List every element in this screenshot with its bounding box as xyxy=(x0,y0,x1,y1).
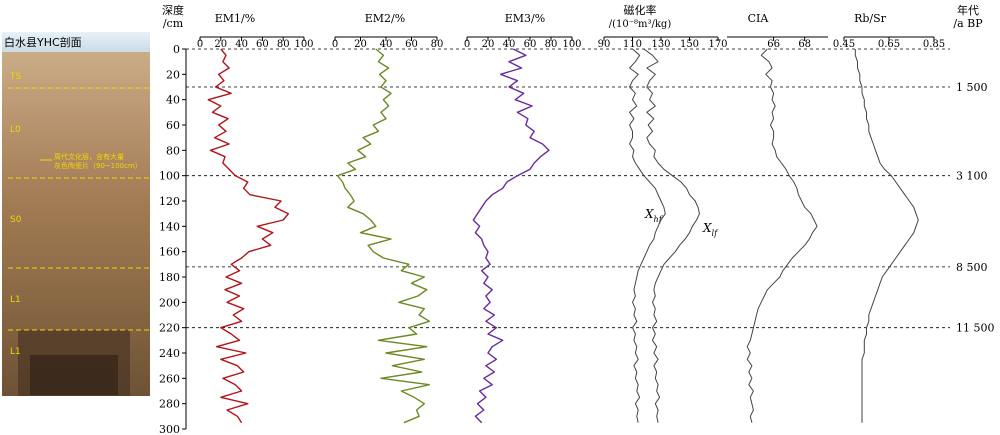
depth-axis-label-line2: /cm xyxy=(163,17,184,30)
sus-series-line-0 xyxy=(629,48,666,423)
age-label: 8 500 xyxy=(956,261,988,274)
sus-tick-label: 170 xyxy=(708,39,727,50)
sus-tick-label: 110 xyxy=(623,39,642,50)
em3-tick-label: 60 xyxy=(524,39,537,50)
depth-tick-label: 120 xyxy=(159,195,180,208)
sus-series-line-1 xyxy=(643,48,700,423)
age-label: 3 100 xyxy=(956,170,988,183)
depth-tick-label: 20 xyxy=(166,68,180,81)
xlf-label: Xlf xyxy=(702,221,719,238)
depth-tick-label: 40 xyxy=(166,94,180,107)
em2-tick-label: 80 xyxy=(431,39,444,50)
em2-series-line xyxy=(336,48,431,424)
cia-title: CIA xyxy=(748,12,770,25)
em1-title: EM1/% xyxy=(215,12,255,25)
cia-tick-label: 68 xyxy=(798,39,811,50)
em2-tick-label: 40 xyxy=(380,39,393,50)
em2-tick-label: 60 xyxy=(405,39,418,50)
depth-tick-label: 280 xyxy=(159,398,180,411)
em3-tick-label: 20 xyxy=(482,39,495,50)
layer-label-l1a: L1 xyxy=(10,295,21,305)
rbsr-tick-label: 0.65 xyxy=(878,39,900,50)
em3-tick-label: 80 xyxy=(545,39,558,50)
em1-tick-label: 0 xyxy=(197,39,203,50)
depth-tick-label: 220 xyxy=(159,322,180,335)
depth-tick-label: 260 xyxy=(159,372,180,385)
em3-tick-label: 0 xyxy=(464,39,470,50)
depth-tick-label: 140 xyxy=(159,220,180,233)
depth-tick-label: 0 xyxy=(173,43,180,56)
em1-tick-label: 80 xyxy=(277,39,290,50)
layer-label-l0: L0 xyxy=(10,125,21,135)
sus-title-line2: /(10⁻⁸m³/kg) xyxy=(609,19,672,30)
depth-tick-label: 100 xyxy=(159,170,180,183)
layer-label-ts: TS xyxy=(9,72,21,82)
em2-tick-label: 20 xyxy=(354,39,367,50)
sus-tick-label: 130 xyxy=(651,39,670,50)
photo-annotation-line2: 灰色陶瓷片（90~100cm） xyxy=(54,161,142,170)
depth-tick-label: 60 xyxy=(166,119,180,132)
age-axis-label-line1: 年代 xyxy=(957,3,979,17)
xhf-label: Xhf xyxy=(644,207,664,224)
age-label: 1 500 xyxy=(956,81,988,94)
depth-tick-label: 80 xyxy=(166,144,180,157)
age-axis: 年代 /a BP xyxy=(953,3,983,30)
depth-tick-label: 160 xyxy=(159,246,180,259)
cia-series-line xyxy=(746,48,818,423)
em1-tick-label: 100 xyxy=(294,39,313,50)
depth-tick-label: 200 xyxy=(159,296,180,309)
rbsr-series-line xyxy=(854,49,919,423)
em3-tick-label: 100 xyxy=(562,39,581,50)
photo-annotation-line1: 周代文化层，含有大量 xyxy=(54,152,124,161)
rbsr-tick-label: 0.85 xyxy=(923,39,945,50)
em3-series-line xyxy=(472,48,550,424)
depth-tick-label: 300 xyxy=(159,423,180,435)
em3-title: EM3/% xyxy=(505,12,545,25)
age-axis-label-line2: /a BP xyxy=(953,17,983,30)
em3-tick-label: 40 xyxy=(503,39,516,50)
rbsr-tick-label: 0.45 xyxy=(833,39,855,50)
photo-title: 白水县YHC剖面 xyxy=(4,35,82,49)
plot-layer: 0204060801001201401601802002202402602803… xyxy=(159,36,995,435)
layer-label-l1b: L1 xyxy=(10,347,21,357)
age-label: 11 500 xyxy=(956,322,995,335)
em2-tick-label: 0 xyxy=(332,39,338,50)
cia-tick-label: 66 xyxy=(767,39,780,50)
layer-label-s0: S0 xyxy=(10,215,22,225)
rbsr-title: Rb/Sr xyxy=(854,12,887,25)
sus-tick-label: 90 xyxy=(598,39,611,50)
sus-tick-label: 150 xyxy=(680,39,699,50)
em2-title: EM2/% xyxy=(365,12,405,25)
depth-tick-label: 180 xyxy=(159,271,180,284)
profile-photo: 白水县YHC剖面 TS L0 S0 L1 L1 周代文化层，含有大量 灰色陶瓷片… xyxy=(2,32,150,396)
depth-tick-label: 240 xyxy=(159,347,180,360)
depth-axis: 深度 /cm xyxy=(162,3,184,30)
depth-axis-label-line1: 深度 xyxy=(162,3,184,17)
em1-tick-label: 40 xyxy=(235,39,248,50)
em1-series-line xyxy=(207,48,290,424)
em1-tick-label: 60 xyxy=(256,39,269,50)
em1-tick-label: 20 xyxy=(214,39,227,50)
sus-title-line1: 磁化率 xyxy=(624,3,657,17)
